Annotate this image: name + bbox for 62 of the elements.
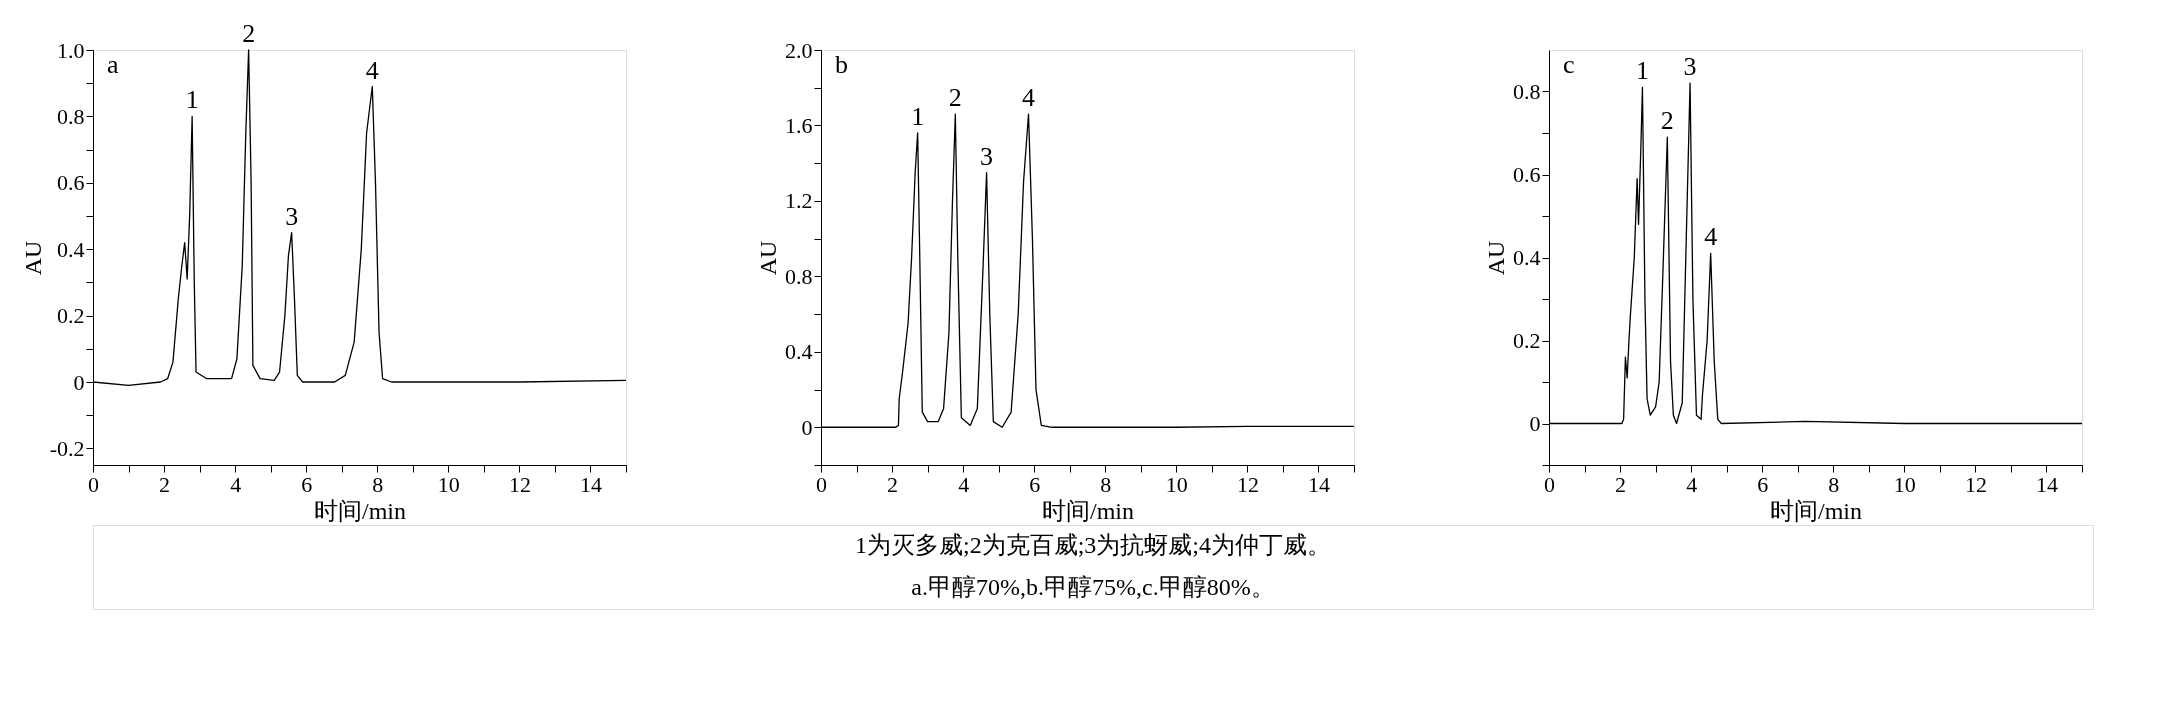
annotation: 4	[1704, 222, 1718, 252]
annotation: 1	[185, 85, 199, 115]
x-tick-label: 6	[301, 471, 313, 497]
annotation: 3	[980, 141, 994, 171]
annotation: 4	[365, 55, 379, 85]
text: 1为灭多威;2为克百威;3为抗蚜威;4为仲丁威。	[854, 532, 1332, 558]
annotation: 2	[1660, 106, 1674, 136]
y-axis-title: AU	[755, 240, 781, 276]
y-tick-label: 1.0	[57, 37, 85, 63]
x-tick-label: 8	[1828, 471, 1840, 497]
x-tick-label: 6	[1757, 471, 1769, 497]
x-tick-label: 2	[887, 471, 899, 497]
annotation: 1	[911, 102, 925, 131]
x-tick-label: 8	[372, 471, 384, 497]
x-tick-label: 10	[1893, 471, 1916, 497]
y-tick-label: 0.4	[785, 339, 813, 365]
x-tick-label: 14	[2035, 471, 2058, 497]
x-tick-label: 8	[1100, 471, 1112, 497]
x-axis-title: 时间/min	[313, 497, 407, 524]
y-tick-label: 0.6	[1513, 162, 1541, 187]
y-tick-label: 1.2	[785, 188, 813, 214]
x-tick-label: 12	[1236, 471, 1259, 497]
y-tick-label: 0.8	[57, 103, 85, 129]
x-tick-label: 6	[1029, 471, 1041, 497]
y-tick-label: 0	[801, 414, 813, 440]
x-axis-title: 时间/min	[1769, 497, 1863, 524]
text: a.甲醇70%,b.甲醇75%,c.甲醇80%。	[911, 574, 1275, 600]
chart-title: a	[107, 50, 119, 79]
x-tick-label: 14	[579, 471, 602, 497]
annotation: 3	[1683, 52, 1697, 82]
chart-title: c	[1563, 50, 1575, 79]
y-axis-title: AU	[19, 240, 46, 276]
y-axis-title: AU	[1483, 240, 1509, 276]
y-tick-label: 2.0	[785, 37, 813, 63]
x-tick-label: 2	[159, 471, 171, 497]
x-tick-label: 14	[1307, 471, 1330, 497]
x-tick-label: 12	[508, 471, 531, 497]
y-tick-label: 0	[73, 369, 85, 395]
chart-title: b	[835, 50, 848, 79]
y-tick-label: 0.6	[57, 170, 85, 196]
x-tick-label: 12	[1964, 471, 1987, 497]
annotation: 3	[285, 201, 299, 231]
x-tick-label: 2	[1615, 471, 1627, 497]
x-tick-label: 10	[437, 471, 460, 497]
y-tick-label: 0.8	[785, 263, 813, 289]
x-axis-title: 时间/min	[1041, 497, 1135, 524]
y-tick-label: -0.2	[49, 435, 85, 461]
y-tick-label: 0.8	[1513, 79, 1541, 104]
annotation: 2	[242, 19, 256, 48]
annotation: 2	[948, 83, 962, 113]
annotation: 4	[1022, 83, 1036, 113]
x-tick-label: 4	[958, 471, 970, 497]
x-tick-label: 4	[230, 471, 242, 497]
y-tick-label: 1.6	[785, 112, 813, 138]
y-tick-label: 0.4	[57, 236, 85, 262]
y-tick-label: 0.2	[1513, 328, 1541, 353]
y-tick-label: 0.2	[57, 303, 85, 329]
x-tick-label: 4	[1686, 471, 1698, 497]
y-tick-label: 0.4	[1513, 245, 1541, 270]
annotation: 1	[1635, 56, 1649, 86]
y-tick-label: 0	[1529, 411, 1541, 436]
x-tick-label: 10	[1165, 471, 1188, 497]
